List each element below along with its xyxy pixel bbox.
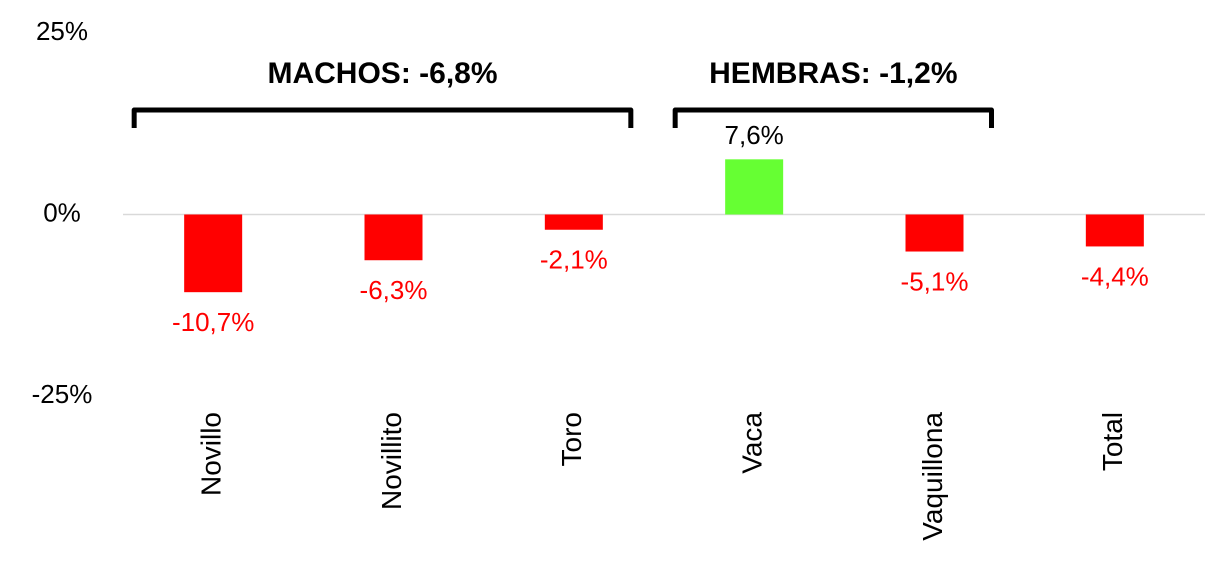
bar (1085, 214, 1144, 247)
x-tick-label: Total (1097, 412, 1128, 471)
x-tick-label: Vaquillona (917, 412, 948, 541)
x-tick-label: Novillo (196, 412, 227, 496)
x-tick-label: Novillito (376, 412, 407, 510)
value-label: -2,1% (540, 245, 608, 275)
bar (905, 214, 964, 252)
x-tick-label: Vaca (737, 412, 768, 474)
bar (725, 159, 784, 215)
bracket (672, 107, 994, 128)
annotation: HEMBRAS: -1,2% (709, 57, 957, 90)
bar (364, 214, 423, 261)
bracket (131, 107, 634, 128)
annotation: MACHOS: -6,8% (267, 57, 497, 90)
x-tick-label: Toro (556, 412, 587, 466)
value-label: -5,1% (901, 266, 969, 296)
value-label: -6,3% (360, 275, 428, 305)
value-label: 7,6% (725, 120, 784, 150)
y-tick-label: -25% (32, 379, 93, 409)
bar (544, 214, 603, 230)
y-tick-label: 25% (36, 16, 88, 46)
value-label: -4,4% (1081, 261, 1149, 291)
bar (184, 214, 243, 293)
value-label: -10,7% (172, 307, 254, 337)
y-tick-label: 0% (43, 197, 81, 227)
